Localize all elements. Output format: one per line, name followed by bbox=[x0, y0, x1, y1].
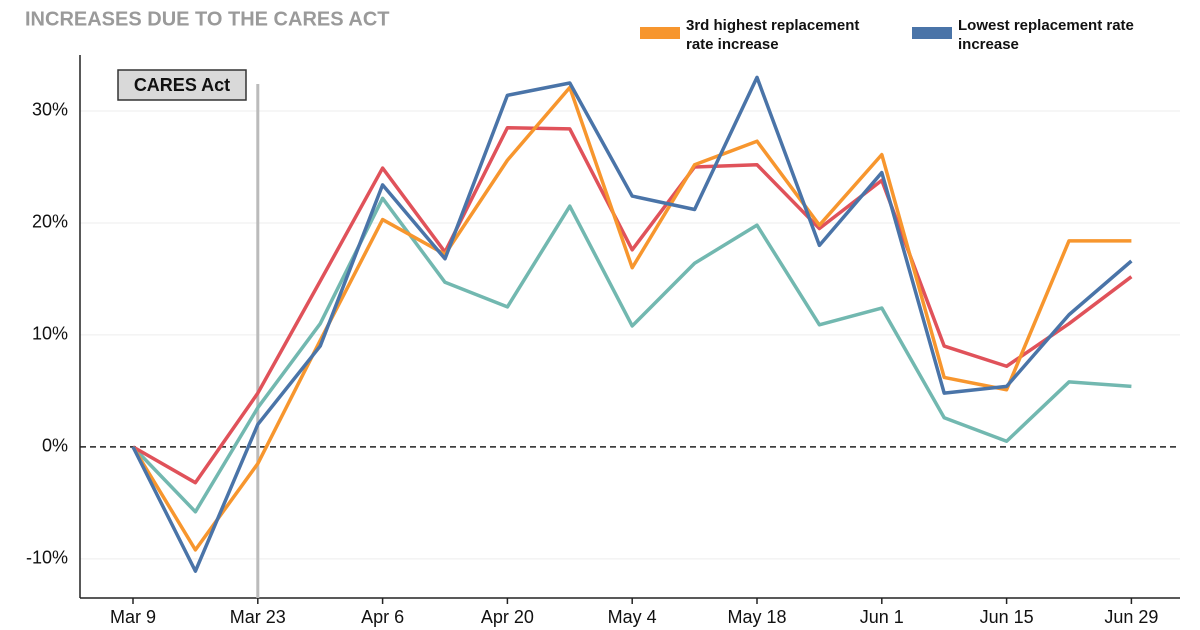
y-tick-label: 20% bbox=[32, 212, 68, 232]
series-line bbox=[131, 196, 1132, 514]
x-tick-label: Jun 1 bbox=[860, 607, 904, 627]
y-tick-label: -10% bbox=[26, 548, 68, 568]
legend-label: Lowest replacement rate increase bbox=[958, 17, 1134, 53]
annotation: CARES Act bbox=[134, 75, 230, 95]
series-line bbox=[131, 75, 1133, 573]
x-tick-label: May 18 bbox=[727, 607, 786, 627]
x-tick-label: May 4 bbox=[608, 607, 657, 627]
x-tick-label: Apr 6 bbox=[361, 607, 404, 627]
legend-swatch bbox=[640, 27, 680, 39]
y-tick-label: 10% bbox=[32, 324, 68, 344]
x-tick-label: Jun 15 bbox=[980, 607, 1034, 627]
legend-swatch bbox=[912, 27, 952, 39]
x-tick-label: Jun 29 bbox=[1104, 607, 1158, 627]
x-tick-label: Mar 23 bbox=[230, 607, 286, 627]
annotation-box bbox=[117, 69, 247, 101]
legend-label: 3rd highest replacement rate increase bbox=[686, 17, 860, 53]
y-tick-label: 30% bbox=[32, 100, 68, 120]
legend-item: Lowest replacement rate increase bbox=[912, 16, 1198, 54]
x-tick-label: Apr 20 bbox=[481, 607, 534, 627]
series-line bbox=[132, 126, 1133, 485]
x-tick-label: Mar 9 bbox=[110, 607, 156, 627]
y-tick-label: 0% bbox=[42, 436, 68, 456]
chart-title: INCREASES DUE TO THE CARES ACT bbox=[25, 8, 389, 30]
series-line bbox=[131, 85, 1132, 552]
legend-item: 3rd highest replacement rate increase bbox=[640, 16, 886, 54]
